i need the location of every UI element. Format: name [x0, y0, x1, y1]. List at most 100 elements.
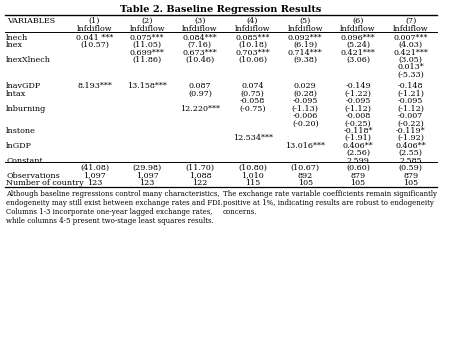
Text: 0.421***: 0.421*** — [340, 49, 375, 57]
Text: (-1.91): (-1.91) — [345, 134, 372, 142]
Text: (0.60): (0.60) — [346, 164, 370, 172]
Text: (-5.33): (-5.33) — [397, 71, 424, 79]
Text: Constant: Constant — [6, 156, 43, 164]
Text: 0.406**: 0.406** — [395, 142, 426, 150]
Text: lntax: lntax — [6, 90, 26, 98]
Text: (-1.12): (-1.12) — [345, 104, 372, 112]
Text: 8.193***: 8.193*** — [77, 82, 112, 90]
Text: 0.085***: 0.085*** — [235, 34, 270, 42]
Text: 0.714***: 0.714*** — [288, 49, 323, 57]
Text: 115: 115 — [245, 179, 260, 187]
Text: -0.008: -0.008 — [346, 112, 371, 120]
Text: 2.599: 2.599 — [346, 156, 369, 164]
Text: 0.673***: 0.673*** — [182, 49, 217, 57]
Text: 0.421***: 0.421*** — [393, 49, 428, 57]
Text: (10.46): (10.46) — [185, 56, 215, 64]
Text: -0.095: -0.095 — [292, 97, 318, 105]
Text: (-0.75): (-0.75) — [239, 104, 266, 112]
Text: 0.007***: 0.007*** — [393, 34, 428, 42]
Text: lnstone: lnstone — [6, 127, 36, 135]
Text: 13.016***: 13.016*** — [285, 142, 325, 150]
Text: lnfdiflow: lnfdiflow — [129, 25, 165, 33]
Text: 892: 892 — [298, 171, 313, 179]
Text: lnfdiflow: lnfdiflow — [182, 25, 218, 33]
Text: 0.084***: 0.084*** — [182, 34, 217, 42]
Text: -0.007: -0.007 — [398, 112, 423, 120]
Text: 12.534***: 12.534*** — [233, 134, 273, 142]
Text: lnexXlnech: lnexXlnech — [6, 56, 51, 64]
Text: (10.57): (10.57) — [80, 41, 109, 49]
Text: lnfdiflow: lnfdiflow — [235, 25, 270, 33]
Text: 105: 105 — [350, 179, 365, 187]
Text: 0.087: 0.087 — [189, 82, 211, 90]
Text: 0.041 ***: 0.041 *** — [76, 34, 113, 42]
Text: (5.24): (5.24) — [346, 41, 370, 49]
Text: 123: 123 — [139, 179, 155, 187]
Text: lnech: lnech — [6, 34, 28, 42]
Text: (10.80): (10.80) — [238, 164, 267, 172]
Text: 0.092***: 0.092*** — [288, 34, 323, 42]
Text: 1,010: 1,010 — [241, 171, 264, 179]
Text: (2.55): (2.55) — [399, 149, 423, 157]
Text: (10.67): (10.67) — [291, 164, 320, 172]
Text: 123: 123 — [87, 179, 102, 187]
Text: -0.095: -0.095 — [398, 97, 423, 105]
Text: (10.18): (10.18) — [238, 41, 267, 49]
Text: (9.38): (9.38) — [293, 56, 317, 64]
Text: The exchange rate variable coefficients remain significantly
positive at 1%, ind: The exchange rate variable coefficients … — [223, 190, 437, 216]
Text: 122: 122 — [192, 179, 208, 187]
Text: lnfdiflow: lnfdiflow — [287, 25, 323, 33]
Text: (3): (3) — [194, 17, 206, 25]
Text: lnex: lnex — [6, 41, 23, 49]
Text: (7.16): (7.16) — [188, 41, 212, 49]
Text: (11.05): (11.05) — [133, 41, 162, 49]
Text: (10.06): (10.06) — [238, 56, 267, 64]
Text: lnavGDP: lnavGDP — [6, 82, 41, 90]
Text: 1,088: 1,088 — [189, 171, 211, 179]
Text: (7): (7) — [405, 17, 416, 25]
Text: 879: 879 — [403, 171, 418, 179]
Text: (6.19): (6.19) — [293, 41, 318, 49]
Text: (-1.13): (-1.13) — [292, 104, 319, 112]
Text: 12.220***: 12.220*** — [180, 104, 220, 112]
Text: Although baseline regressions control many characteristics,
endogeneity may stil: Although baseline regressions control ma… — [6, 190, 223, 226]
Text: -0.095: -0.095 — [345, 97, 371, 105]
Text: (-1.22): (-1.22) — [345, 90, 372, 98]
Text: -0.118*: -0.118* — [343, 127, 373, 135]
Text: 105: 105 — [403, 179, 418, 187]
Text: (29.98): (29.98) — [133, 164, 162, 172]
Text: (-1.21): (-1.21) — [397, 90, 424, 98]
Text: (-1.92): (-1.92) — [397, 134, 424, 142]
Text: (0.97): (0.97) — [188, 90, 212, 98]
Text: 0.703***: 0.703*** — [235, 49, 270, 57]
Text: 0.096***: 0.096*** — [341, 34, 375, 42]
Text: (-0.20): (-0.20) — [292, 119, 319, 127]
Text: (5): (5) — [300, 17, 311, 25]
Text: lnfdiflow: lnfdiflow — [77, 25, 112, 33]
Text: (-0.25): (-0.25) — [345, 119, 371, 127]
Text: 879: 879 — [350, 171, 365, 179]
Text: 0.699***: 0.699*** — [130, 49, 164, 57]
Text: -0.058: -0.058 — [240, 97, 265, 105]
Text: (4.03): (4.03) — [399, 41, 423, 49]
Text: Table 2. Baseline Regression Results: Table 2. Baseline Regression Results — [120, 5, 322, 14]
Text: (41.08): (41.08) — [80, 164, 109, 172]
Text: (0.28): (0.28) — [293, 90, 317, 98]
Text: 1,097: 1,097 — [136, 171, 158, 179]
Text: 13.158***: 13.158*** — [127, 82, 167, 90]
Text: lnfdiflow: lnfdiflow — [393, 25, 428, 33]
Text: lnburning: lnburning — [6, 104, 46, 112]
Text: Number of country: Number of country — [6, 179, 84, 187]
Text: -0.149: -0.149 — [345, 82, 371, 90]
Text: (11.70): (11.70) — [185, 164, 214, 172]
Text: (4): (4) — [247, 17, 258, 25]
Text: 0.075***: 0.075*** — [130, 34, 164, 42]
Text: (3.06): (3.06) — [346, 56, 370, 64]
Text: lnfdiflow: lnfdiflow — [340, 25, 376, 33]
Text: 0.406**: 0.406** — [343, 142, 374, 150]
Text: Observations: Observations — [6, 171, 60, 179]
Text: (2.56): (2.56) — [346, 149, 370, 157]
Text: -0.006: -0.006 — [292, 112, 318, 120]
Text: (3.05): (3.05) — [399, 56, 423, 64]
Text: -0.119*: -0.119* — [396, 127, 426, 135]
